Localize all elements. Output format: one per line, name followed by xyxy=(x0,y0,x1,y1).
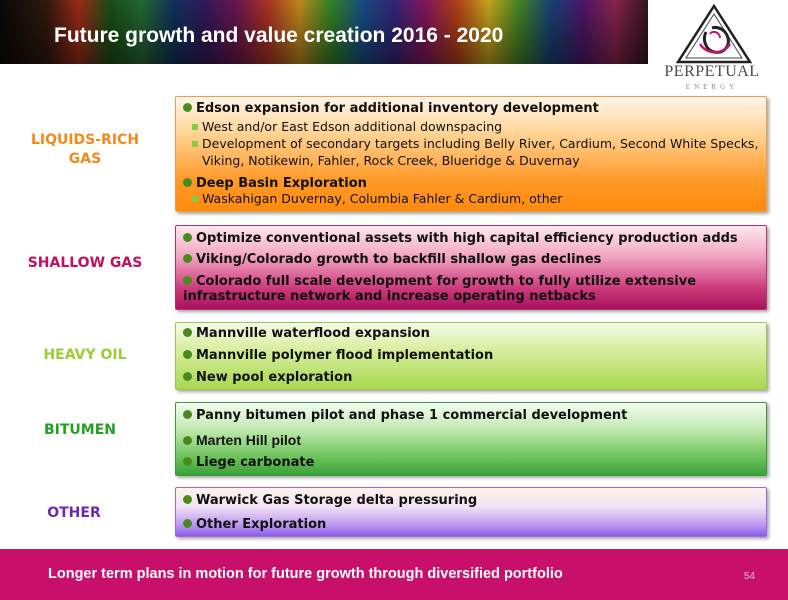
bullet-item: Mannville waterflood expansion xyxy=(183,326,760,342)
footer-bar: Longer term plans in motion for future g… xyxy=(0,549,788,600)
page-title: Future growth and value creation 2016 - … xyxy=(54,24,504,47)
logo-background xyxy=(648,0,788,96)
page-number: 54 xyxy=(744,571,756,582)
bullet-item: Liege carbonate xyxy=(183,455,760,471)
bullet-item: Other Exploration xyxy=(183,517,760,533)
sub-bullet-item: West and/or East Edson additional downsp… xyxy=(192,118,760,135)
bullet-item: Viking/Colorado growth to backfill shall… xyxy=(183,252,760,268)
sub-bullet-icon xyxy=(192,124,198,130)
heavy-oil-box: Mannville waterflood expansion Mannville… xyxy=(175,322,767,390)
sub-bullet-item: Development of secondary targets includi… xyxy=(192,135,760,169)
bullet-item: Edson expansion for additional inventory… xyxy=(183,101,760,117)
bullet-icon xyxy=(183,103,192,112)
bullet-icon xyxy=(183,372,192,381)
category-other: OTHER xyxy=(47,505,101,521)
bullet-item: Deep Basin Exploration xyxy=(183,176,760,192)
sub-bullet-icon xyxy=(192,196,198,202)
liquids-rich-gas-box: Edson expansion for additional inventory… xyxy=(175,96,767,212)
category-liquids-rich-gas: LIQUIDS-RICH GAS xyxy=(14,131,156,169)
bullet-item: Marten Hill pilot xyxy=(183,432,760,448)
sub-bullet-item: Waskahigan Duvernay, Columbia Fahler & C… xyxy=(192,190,760,207)
bitumen-box: Panny bitumen pilot and phase 1 commerci… xyxy=(175,402,767,476)
bullet-icon xyxy=(183,276,192,285)
shallow-gas-box: Optimize conventional assets with high c… xyxy=(175,225,767,310)
bullet-item: Mannville polymer flood implementation xyxy=(183,348,760,364)
logo-tagline: ENERGY xyxy=(685,83,739,91)
bullet-icon xyxy=(183,254,192,263)
bullet-icon xyxy=(183,328,192,337)
perpetual-logo-icon xyxy=(676,4,752,64)
bullet-icon xyxy=(183,178,192,187)
bullet-icon xyxy=(183,350,192,359)
category-shallow-gas: SHALLOW GAS xyxy=(27,255,143,271)
bullet-item: Optimize conventional assets with high c… xyxy=(183,231,760,247)
bullet-icon xyxy=(183,410,192,419)
bullet-item: Panny bitumen pilot and phase 1 commerci… xyxy=(183,408,760,424)
category-heavy-oil: HEAVY OIL xyxy=(43,347,127,363)
category-line: GAS xyxy=(68,151,102,167)
sub-bullet-icon xyxy=(192,141,198,147)
bullet-icon xyxy=(183,495,192,504)
category-bitumen: BITUMEN xyxy=(43,422,116,438)
footer-text: Longer term plans in motion for future g… xyxy=(48,566,563,582)
bullet-item: New pool exploration xyxy=(183,370,760,386)
bullet-icon xyxy=(183,233,192,242)
bullet-icon xyxy=(183,436,192,445)
bullet-item: Warwick Gas Storage delta pressuring xyxy=(183,493,760,509)
logo-wordmark: PERPETUAL xyxy=(664,63,760,80)
bullet-icon xyxy=(183,519,192,528)
bullet-item: Colorado full scale development for grow… xyxy=(183,274,697,304)
other-box: Warwick Gas Storage delta pressuring Oth… xyxy=(175,487,767,537)
bullet-icon xyxy=(183,457,192,466)
category-line: LIQUIDS-RICH xyxy=(30,132,140,148)
